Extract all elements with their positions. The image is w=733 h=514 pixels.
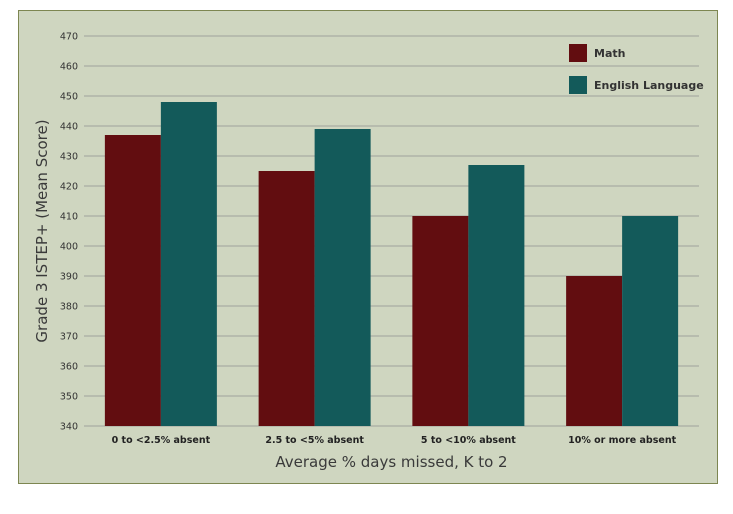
legend: Math English Language bbox=[569, 44, 704, 94]
x-tick-label: 5 to <10% absent bbox=[421, 435, 516, 446]
legend-swatch bbox=[569, 44, 587, 62]
y-axis-label: Grade 3 ISTEP+ (Mean Score) bbox=[33, 119, 51, 342]
x-axis-ticks: 0 to <2.5% absent 2.5 to <5% absent 5 to <… bbox=[112, 435, 677, 446]
y-axis-ticks: 340 350 360 370 380 390 400 410 420 430 440 450 460 4… bbox=[60, 32, 78, 433]
bars bbox=[104, 102, 679, 426]
y-tick-label: 400 bbox=[60, 242, 78, 253]
legend-swatch bbox=[569, 76, 587, 94]
bar-english-language bbox=[314, 129, 371, 426]
bar-math bbox=[104, 135, 161, 426]
y-tick-label: 440 bbox=[60, 122, 78, 133]
y-tick-label: 360 bbox=[60, 362, 78, 373]
y-tick-label: 410 bbox=[60, 212, 78, 223]
x-tick-label: 0 to <2.5% absent bbox=[112, 435, 211, 446]
x-tick-label: 2.5 to <5% absent bbox=[265, 435, 364, 446]
y-tick-label: 340 bbox=[60, 422, 78, 433]
y-tick-label: 430 bbox=[60, 152, 78, 163]
x-tick-label: 10% or more absent bbox=[568, 435, 676, 446]
legend-label: Math bbox=[594, 47, 625, 60]
bar-english-language bbox=[160, 102, 217, 426]
bar-math bbox=[412, 216, 469, 426]
x-axis-label: Average % days missed, K to 2 bbox=[275, 453, 507, 471]
bar-math bbox=[566, 276, 623, 426]
y-tick-label: 460 bbox=[60, 62, 78, 73]
y-tick-label: 380 bbox=[60, 302, 78, 313]
y-tick-label: 350 bbox=[60, 392, 78, 403]
bar-english-language bbox=[468, 165, 525, 426]
y-tick-label: 470 bbox=[60, 32, 78, 43]
y-tick-label: 450 bbox=[60, 92, 78, 103]
y-tick-label: 390 bbox=[60, 272, 78, 283]
bar-math bbox=[258, 171, 315, 426]
bar-english-language bbox=[622, 216, 679, 426]
y-tick-label: 420 bbox=[60, 182, 78, 193]
legend-label: English Language bbox=[594, 79, 704, 92]
bar-chart: 340 350 360 370 380 390 400 410 420 430 440 450 460 4… bbox=[33, 32, 704, 472]
y-tick-label: 370 bbox=[60, 332, 78, 343]
chart-panel: 340 350 360 370 380 390 400 410 420 430 440 450 460 4… bbox=[18, 10, 718, 484]
